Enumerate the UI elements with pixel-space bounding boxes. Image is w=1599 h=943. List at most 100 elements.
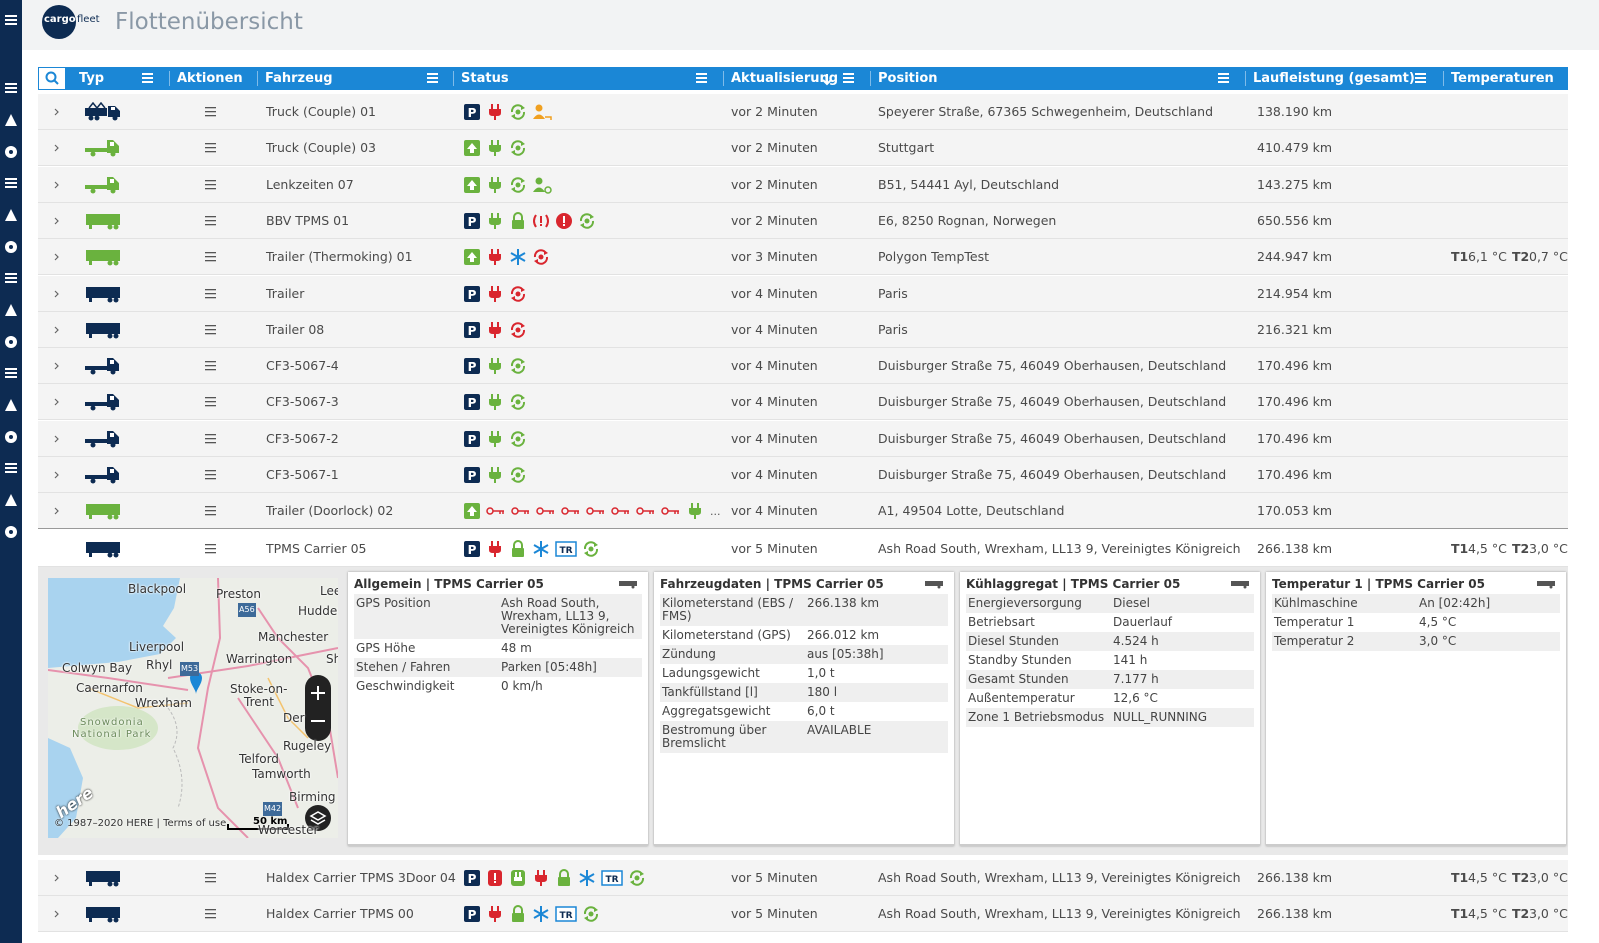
mileage: 410.479 km (1257, 140, 1333, 156)
icon (5, 241, 17, 253)
status-icon (486, 176, 504, 194)
column-menu[interactable] (842, 70, 855, 86)
sidebar-icon[interactable] (3, 429, 19, 445)
panel-row: Aggregatsgewicht 6,0 t (660, 702, 948, 721)
expand-toggle[interactable] (52, 287, 62, 301)
icon-part (86, 871, 120, 882)
expand-toggle[interactable] (52, 359, 62, 373)
action-menu[interactable] (204, 906, 217, 922)
sidebar-icon[interactable] (3, 175, 19, 191)
action-menu[interactable] (204, 870, 217, 886)
sidebar-icon[interactable] (3, 144, 19, 160)
icon-part (489, 181, 501, 189)
icon-part (491, 906, 493, 911)
action-menu[interactable] (204, 322, 217, 338)
icon-part (489, 326, 501, 334)
column-menu[interactable] (426, 70, 439, 86)
sidebar-icon[interactable] (3, 334, 19, 350)
icon: P (464, 321, 480, 338)
sidebar-icon[interactable] (3, 492, 19, 508)
sidebar-icon[interactable] (3, 239, 19, 255)
status-icon (486, 212, 504, 230)
column-menu[interactable] (695, 70, 708, 86)
action-menu[interactable] (204, 503, 217, 519)
sidebar-icon[interactable] (3, 524, 19, 540)
column-menu[interactable] (1414, 70, 1427, 86)
expand-toggle[interactable] (52, 432, 62, 446)
expand-toggle[interactable] (52, 871, 62, 885)
icon-part (205, 361, 216, 363)
icon (533, 541, 549, 557)
sidebar-icon[interactable] (3, 397, 19, 413)
action-menu[interactable] (204, 541, 217, 557)
status-icon (486, 430, 504, 448)
action-menu[interactable] (204, 104, 217, 120)
status-icon (628, 869, 646, 887)
action-menu[interactable] (204, 213, 217, 229)
expand-toggle[interactable] (52, 395, 62, 409)
icon-part (107, 514, 113, 520)
action-menu[interactable] (204, 177, 217, 193)
column-menu[interactable] (1217, 70, 1230, 86)
expand-toggle[interactable] (52, 178, 62, 192)
search-button[interactable] (38, 67, 66, 90)
sidebar-icon[interactable] (3, 112, 19, 128)
expand-toggle[interactable] (52, 468, 62, 482)
icon-part (540, 215, 542, 223)
expand-toggle[interactable] (52, 907, 62, 921)
icon-part (489, 217, 501, 225)
expand-toggle[interactable] (52, 105, 62, 119)
action-menu[interactable] (204, 249, 217, 265)
action-menu[interactable] (204, 467, 217, 483)
icon-part (54, 290, 59, 297)
icon-part (142, 73, 153, 75)
panel-value: 4.524 h (1113, 634, 1159, 648)
update-time: vor 3 Minuten (731, 249, 818, 265)
action-menu[interactable] (204, 394, 217, 410)
sidebar-icon[interactable] (3, 365, 19, 381)
icon-part (205, 328, 216, 331)
sidebar-icon[interactable] (3, 80, 19, 96)
icon-part (205, 147, 216, 149)
panel-value: 266.012 km (807, 628, 880, 642)
icon-part (205, 143, 216, 145)
expand-toggle[interactable] (52, 214, 62, 228)
icon-part (110, 360, 114, 365)
icon-part (113, 917, 119, 923)
icon-part (521, 141, 525, 147)
update-time: vor 5 Minuten (731, 906, 818, 921)
icon-part (491, 212, 493, 218)
icon-part (694, 515, 696, 520)
icon (619, 581, 637, 589)
icon-part (584, 218, 590, 224)
sidebar-icon[interactable] (3, 460, 19, 476)
sidebar-icon[interactable] (3, 302, 19, 318)
icon-part (464, 394, 480, 411)
expand-toggle[interactable] (52, 323, 62, 337)
expand-toggle[interactable] (52, 504, 62, 518)
icon-part (54, 326, 59, 334)
icon-part (464, 212, 480, 229)
panel-value: Parken [05:48h] (501, 660, 597, 674)
sidebar-icon[interactable] (3, 12, 19, 28)
vehicle-name: Lenkzeiten 07 (266, 176, 354, 192)
status-icon (509, 393, 527, 411)
icon-part (494, 873, 496, 880)
temperature-label: T2 (1512, 870, 1530, 885)
action-menu[interactable] (204, 431, 217, 447)
icon (489, 212, 501, 229)
action-menu[interactable] (204, 286, 217, 302)
sidebar-icon[interactable] (3, 270, 19, 286)
icon (205, 506, 216, 516)
expand-toggle[interactable] (52, 141, 62, 155)
icon (510, 430, 526, 447)
update-time: vor 4 Minuten (731, 467, 818, 482)
action-menu[interactable] (204, 140, 217, 156)
column-menu[interactable] (141, 70, 154, 86)
vehicle-name: BBV TPMS 01 (266, 212, 350, 228)
action-menu[interactable] (204, 358, 217, 374)
icon-part (464, 467, 480, 483)
sidebar-icon[interactable] (3, 207, 19, 223)
icon-part (9, 530, 13, 534)
expand-toggle[interactable] (52, 250, 62, 264)
